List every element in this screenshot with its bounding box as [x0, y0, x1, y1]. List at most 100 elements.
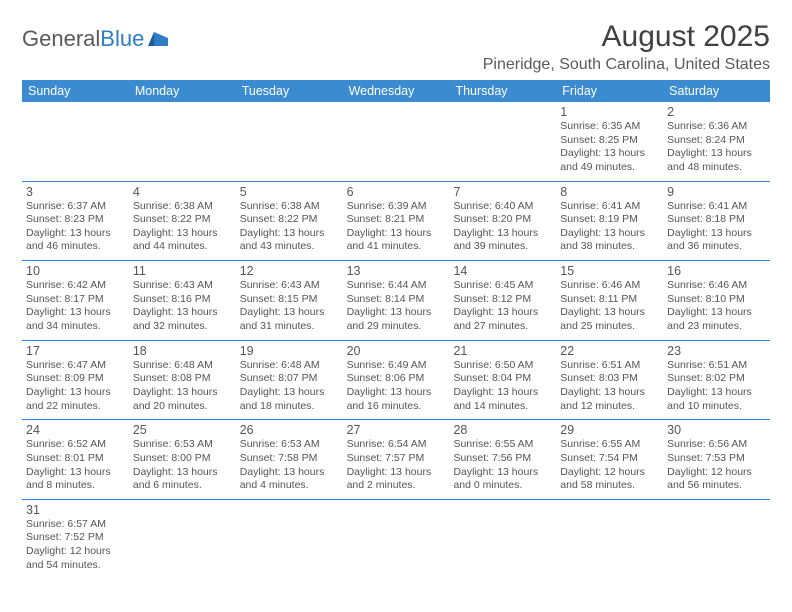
empty-cell — [343, 102, 450, 181]
day-cell: 2Sunrise: 6:36 AMSunset: 8:24 PMDaylight… — [663, 102, 770, 181]
week-row: 31Sunrise: 6:57 AMSunset: 7:52 PMDayligh… — [22, 500, 770, 579]
empty-cell — [129, 500, 236, 579]
day-cell: 5Sunrise: 6:38 AMSunset: 8:22 PMDaylight… — [236, 182, 343, 261]
day-info-line: Sunrise: 6:56 AM — [667, 438, 766, 452]
day-info-line: Sunrise: 6:47 AM — [26, 359, 125, 373]
day-info-line: Sunrise: 6:46 AM — [560, 279, 659, 293]
day-number: 12 — [240, 264, 339, 278]
day-info-line: Sunrise: 6:36 AM — [667, 120, 766, 134]
day-info-line: Sunrise: 6:48 AM — [133, 359, 232, 373]
day-number: 30 — [667, 423, 766, 437]
day-info-line: Sunset: 7:57 PM — [347, 452, 446, 466]
day-info-line: Sunset: 8:02 PM — [667, 372, 766, 386]
day-info-line: Sunrise: 6:41 AM — [560, 200, 659, 214]
day-info-line: and 32 minutes. — [133, 320, 232, 334]
day-info-line: Daylight: 13 hours — [26, 306, 125, 320]
day-info-line: Sunset: 7:52 PM — [26, 531, 125, 545]
empty-cell — [449, 500, 556, 579]
day-info-line: and 54 minutes. — [26, 559, 125, 573]
day-info-line: and 6 minutes. — [133, 479, 232, 493]
day-info-line: and 14 minutes. — [453, 400, 552, 414]
day-info-line: Daylight: 13 hours — [453, 466, 552, 480]
day-info-line: Sunrise: 6:54 AM — [347, 438, 446, 452]
day-number: 20 — [347, 344, 446, 358]
day-info-line: Sunset: 8:23 PM — [26, 213, 125, 227]
day-cell: 29Sunrise: 6:55 AMSunset: 7:54 PMDayligh… — [556, 420, 663, 499]
title-block: August 2025 Pineridge, South Carolina, U… — [483, 20, 770, 74]
day-cell: 21Sunrise: 6:50 AMSunset: 8:04 PMDayligh… — [449, 341, 556, 420]
day-number: 8 — [560, 185, 659, 199]
day-cell: 31Sunrise: 6:57 AMSunset: 7:52 PMDayligh… — [22, 500, 129, 579]
day-header: Tuesday — [236, 80, 343, 102]
day-info-line: Sunset: 8:21 PM — [347, 213, 446, 227]
day-cell: 19Sunrise: 6:48 AMSunset: 8:07 PMDayligh… — [236, 341, 343, 420]
day-info-line: Sunset: 8:04 PM — [453, 372, 552, 386]
day-number: 19 — [240, 344, 339, 358]
day-number: 23 — [667, 344, 766, 358]
day-number: 27 — [347, 423, 446, 437]
empty-cell — [556, 500, 663, 579]
day-info-line: and 29 minutes. — [347, 320, 446, 334]
day-info-line: and 56 minutes. — [667, 479, 766, 493]
day-info-line: and 58 minutes. — [560, 479, 659, 493]
day-info-line: Daylight: 13 hours — [560, 306, 659, 320]
day-number: 4 — [133, 185, 232, 199]
day-number: 2 — [667, 105, 766, 119]
day-info-line: and 39 minutes. — [453, 240, 552, 254]
day-info-line: and 46 minutes. — [26, 240, 125, 254]
day-cell: 28Sunrise: 6:55 AMSunset: 7:56 PMDayligh… — [449, 420, 556, 499]
day-info-line: Daylight: 13 hours — [667, 306, 766, 320]
day-cell: 11Sunrise: 6:43 AMSunset: 8:16 PMDayligh… — [129, 261, 236, 340]
day-info-line: Sunset: 8:10 PM — [667, 293, 766, 307]
day-info-line: Sunrise: 6:55 AM — [560, 438, 659, 452]
day-info-line: Sunrise: 6:57 AM — [26, 518, 125, 532]
day-info-line: Sunrise: 6:44 AM — [347, 279, 446, 293]
day-info-line: and 4 minutes. — [240, 479, 339, 493]
day-info-line: and 22 minutes. — [26, 400, 125, 414]
day-info-line: Sunrise: 6:43 AM — [133, 279, 232, 293]
day-info-line: Daylight: 12 hours — [560, 466, 659, 480]
day-info-line: Sunrise: 6:46 AM — [667, 279, 766, 293]
day-info-line: and 49 minutes. — [560, 161, 659, 175]
day-info-line: Sunset: 7:56 PM — [453, 452, 552, 466]
day-info-line: Daylight: 13 hours — [26, 386, 125, 400]
day-info-line: Sunrise: 6:52 AM — [26, 438, 125, 452]
calendar-page: GeneralBlue August 2025 Pineridge, South… — [0, 0, 792, 598]
day-info-line: and 16 minutes. — [347, 400, 446, 414]
day-info-line: Sunset: 8:24 PM — [667, 134, 766, 148]
day-info-line: Sunrise: 6:51 AM — [560, 359, 659, 373]
weeks-container: 1Sunrise: 6:35 AMSunset: 8:25 PMDaylight… — [22, 102, 770, 578]
day-info-line: Sunset: 7:54 PM — [560, 452, 659, 466]
day-info-line: and 10 minutes. — [667, 400, 766, 414]
day-cell: 24Sunrise: 6:52 AMSunset: 8:01 PMDayligh… — [22, 420, 129, 499]
day-info-line: Sunset: 8:18 PM — [667, 213, 766, 227]
day-cell: 4Sunrise: 6:38 AMSunset: 8:22 PMDaylight… — [129, 182, 236, 261]
day-info-line: Sunrise: 6:53 AM — [240, 438, 339, 452]
day-info-line: Daylight: 13 hours — [347, 227, 446, 241]
day-cell: 1Sunrise: 6:35 AMSunset: 8:25 PMDaylight… — [556, 102, 663, 181]
day-info-line: Daylight: 13 hours — [133, 386, 232, 400]
day-number: 14 — [453, 264, 552, 278]
empty-cell — [663, 500, 770, 579]
logo: GeneralBlue — [22, 20, 170, 52]
day-header: Thursday — [449, 80, 556, 102]
day-cell: 14Sunrise: 6:45 AMSunset: 8:12 PMDayligh… — [449, 261, 556, 340]
day-info-line: and 31 minutes. — [240, 320, 339, 334]
day-info-line: Sunset: 7:58 PM — [240, 452, 339, 466]
day-info-line: Sunrise: 6:40 AM — [453, 200, 552, 214]
day-info-line: Sunset: 8:15 PM — [240, 293, 339, 307]
day-info-line: Daylight: 13 hours — [133, 306, 232, 320]
day-info-line: Daylight: 13 hours — [240, 306, 339, 320]
day-info-line: Sunset: 8:19 PM — [560, 213, 659, 227]
day-info-line: Daylight: 13 hours — [453, 227, 552, 241]
empty-cell — [236, 102, 343, 181]
day-info-line: and 36 minutes. — [667, 240, 766, 254]
day-info-line: Sunset: 8:22 PM — [133, 213, 232, 227]
day-info-line: Sunrise: 6:42 AM — [26, 279, 125, 293]
day-number: 24 — [26, 423, 125, 437]
day-info-line: Daylight: 13 hours — [560, 227, 659, 241]
week-row: 1Sunrise: 6:35 AMSunset: 8:25 PMDaylight… — [22, 102, 770, 182]
day-header: Sunday — [22, 80, 129, 102]
day-number: 28 — [453, 423, 552, 437]
day-number: 16 — [667, 264, 766, 278]
